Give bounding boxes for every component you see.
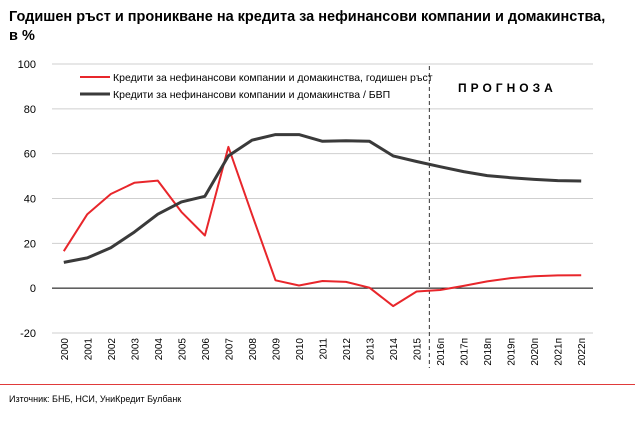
x-tick-label: 2013 <box>366 338 377 361</box>
footer-divider <box>0 384 635 385</box>
x-tick-label: 2020п <box>530 338 541 366</box>
x-tick-label: 2011 <box>319 338 330 360</box>
line-chart: -20 0 20 40 60 80 100 2000 2001 2002 2003 2004 2005… <box>18 59 593 368</box>
y-tick-label: 100 <box>18 59 36 71</box>
x-tick-label: 2018п <box>483 338 494 366</box>
x-tick-label: 2002 <box>107 338 118 361</box>
x-tick-label: 2017п <box>460 338 471 366</box>
x-tick-label: 2001 <box>83 338 94 361</box>
y-tick-label: 60 <box>24 149 36 161</box>
source-note: Източник: БНБ, НСИ, УниКредит Булбанк <box>9 394 182 404</box>
x-tick-label: 2007 <box>224 338 235 361</box>
x-tick-label: 2014 <box>389 338 400 361</box>
y-tick-label: 40 <box>24 194 36 206</box>
x-tick-label: 2008 <box>248 338 259 361</box>
x-tick-label: 2016п <box>436 338 447 366</box>
legend-entry: Кредити за нефинансови компании и домаки… <box>113 89 390 101</box>
x-axis: 2000 2001 2002 2003 2004 2005 2006 2007 2008 2009… <box>60 338 588 366</box>
x-tick-label: 2003 <box>130 338 141 361</box>
x-tick-label: 2005 <box>177 338 188 361</box>
gridlines <box>52 63 593 334</box>
y-axis: -20 0 20 40 60 80 100 <box>18 59 36 340</box>
series-line-credit-to-gdp <box>63 133 582 264</box>
series-lines <box>62 133 582 308</box>
x-tick-label: 2021п <box>554 338 565 366</box>
x-tick-label: 2010 <box>295 338 306 361</box>
x-tick-label: 2004 <box>154 338 165 361</box>
x-tick-label: 2006 <box>201 338 212 361</box>
x-tick-label: 2019п <box>507 338 518 366</box>
y-tick-label: 20 <box>24 238 36 250</box>
x-tick-label: 2012 <box>342 338 353 361</box>
x-tick-label: 2015 <box>413 338 424 361</box>
y-tick-label: 0 <box>30 283 36 295</box>
x-tick-label: 2000 <box>60 338 71 361</box>
x-tick-label: 2009 <box>271 338 282 361</box>
legend-entry: Кредити за нефинансови компании и домаки… <box>113 72 433 84</box>
y-tick-label: -20 <box>20 328 36 340</box>
legend: Кредити за нефинансови компании и домаки… <box>80 72 433 101</box>
forecast-label: ПРОГНОЗА <box>458 81 557 95</box>
chart-title: Годишен ръст и проникване на кредита за … <box>9 9 606 44</box>
y-tick-label: 80 <box>24 104 36 116</box>
x-tick-label: 2022п <box>577 338 588 366</box>
